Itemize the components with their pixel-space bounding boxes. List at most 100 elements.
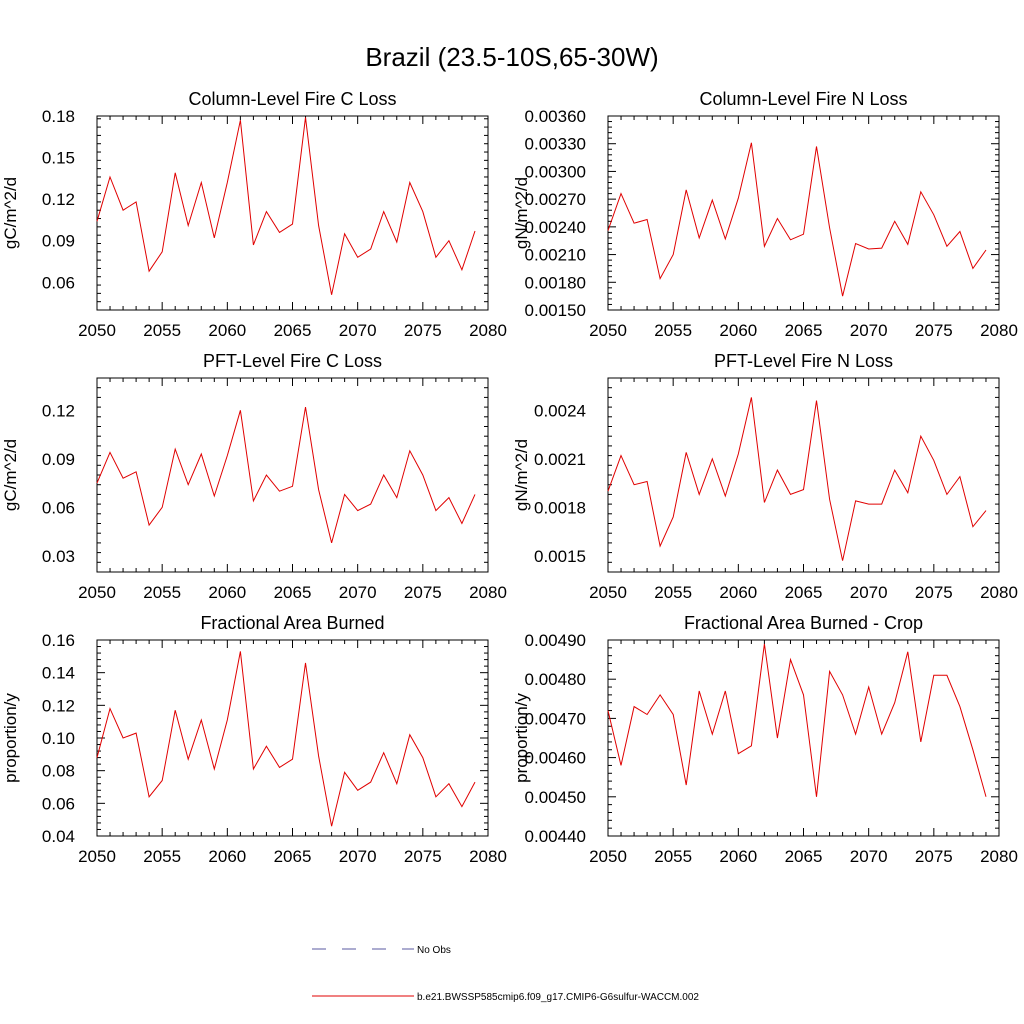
x-tick-label: 2060 — [719, 583, 757, 602]
x-tick-label: 2070 — [850, 583, 888, 602]
x-tick-label: 2050 — [78, 583, 116, 602]
y-tick-label: 0.00150 — [525, 301, 586, 320]
plot-frame — [607, 377, 1000, 573]
series-line — [607, 142, 987, 297]
y-tick-label: 0.15 — [42, 149, 75, 168]
panels: 2050 2055 2060 2065 2070 2075 2080 0.06 0.09 0.12… — [1, 89, 1018, 866]
y-tick-label: 0.03 — [42, 547, 75, 566]
y-axis-label: gC/m^2/d — [1, 439, 20, 511]
x-tick-label: 2065 — [274, 847, 312, 866]
y-tick-label: 0.04 — [42, 827, 75, 846]
x-tick-label: 2060 — [719, 321, 757, 340]
y-tick-label: 0.0018 — [534, 498, 586, 517]
x-tick-label: 2055 — [654, 321, 692, 340]
x-tick-label: 2065 — [274, 321, 312, 340]
panel-4: 2050 2055 2060 2065 2070 2075 2080 0.0015 0.0018… — [512, 351, 1018, 602]
panel-title: PFT-Level Fire N Loss — [714, 351, 893, 371]
y-tick-label: 0.00240 — [525, 218, 586, 237]
y-tick-label: 0.00460 — [525, 749, 586, 768]
x-tick-label: 2070 — [339, 847, 377, 866]
x-tick-label: 2050 — [589, 583, 627, 602]
x-tick-label: 2065 — [785, 847, 823, 866]
y-tick-label: 0.00440 — [525, 827, 586, 846]
x-tick-label: 2050 — [78, 321, 116, 340]
y-tick-label: 0.00330 — [525, 135, 586, 154]
x-tick-label: 2065 — [785, 583, 823, 602]
y-axis-label: gN/m^2/d — [512, 177, 531, 249]
y-tick-label: 0.00270 — [525, 190, 586, 209]
x-tick-label: 2075 — [915, 583, 953, 602]
y-tick-label: 0.0015 — [534, 547, 586, 566]
y-tick-label: 0.10 — [42, 729, 75, 748]
panel-title: Column-Level Fire N Loss — [699, 89, 907, 109]
x-tick-label: 2055 — [654, 583, 692, 602]
x-tick-label: 2055 — [143, 321, 181, 340]
x-tick-label: 2055 — [654, 847, 692, 866]
x-tick-label: 2070 — [339, 583, 377, 602]
x-tick-label: 2080 — [980, 583, 1018, 602]
y-axis-label: proportion/y — [512, 693, 531, 783]
x-tick-label: 2070 — [339, 321, 377, 340]
x-tick-label: 2070 — [850, 321, 888, 340]
y-tick-label: 0.18 — [42, 107, 75, 126]
y-tick-label: 0.06 — [42, 498, 75, 517]
legend: No Obs b.e21.BWSSP585cmip6.f09_g17.CMIP6… — [312, 945, 699, 1003]
x-tick-label: 2050 — [589, 847, 627, 866]
x-tick-label: 2055 — [143, 583, 181, 602]
y-tick-label: 0.09 — [42, 232, 75, 251]
series-line — [96, 117, 476, 295]
y-axis-label: gC/m^2/d — [1, 177, 20, 249]
plot-frame — [96, 115, 489, 311]
panel-title: Fractional Area Burned - Crop — [684, 613, 923, 633]
y-tick-label: 0.0024 — [534, 401, 586, 420]
x-tick-label: 2065 — [785, 321, 823, 340]
y-tick-label: 0.08 — [42, 762, 75, 781]
x-tick-label: 2075 — [404, 847, 442, 866]
y-tick-label: 0.00450 — [525, 788, 586, 807]
figure-title: Brazil (23.5-10S,65-30W) — [365, 42, 658, 72]
panel-3: 2050 2055 2060 2065 2070 2075 2080 0.03 0.06 0.09… — [1, 351, 507, 602]
x-tick-label: 2050 — [589, 321, 627, 340]
x-tick-label: 2080 — [469, 321, 507, 340]
x-tick-label: 2060 — [208, 321, 246, 340]
plot-frame — [96, 639, 489, 837]
y-tick-label: 0.09 — [42, 450, 75, 469]
x-tick-label: 2075 — [404, 321, 442, 340]
series-line — [607, 397, 987, 561]
series-line — [96, 407, 476, 544]
y-axis-label: gN/m^2/d — [512, 439, 531, 511]
panel-1: 2050 2055 2060 2065 2070 2075 2080 0.06 0.09 0.12… — [1, 89, 507, 340]
y-tick-label: 0.00470 — [525, 709, 586, 728]
y-axis-label: proportion/y — [1, 693, 20, 783]
x-tick-label: 2080 — [469, 583, 507, 602]
y-tick-label: 0.00210 — [525, 246, 586, 265]
y-tick-label: 0.06 — [42, 273, 75, 292]
plot-frame — [607, 639, 1000, 837]
x-tick-label: 2075 — [915, 321, 953, 340]
y-tick-label: 0.14 — [42, 664, 75, 683]
panel-2: 2050 2055 2060 2065 2070 2075 2080 0.00150 0.001… — [512, 89, 1018, 340]
x-tick-label: 2075 — [404, 583, 442, 602]
y-tick-label: 0.12 — [42, 696, 75, 715]
panel-title: Fractional Area Burned — [200, 613, 384, 633]
y-tick-label: 0.00360 — [525, 107, 586, 126]
legend-label-no-obs: No Obs — [417, 945, 451, 956]
legend-label-run: b.e21.BWSSP585cmip6.f09_g17.CMIP6-G6sulf… — [417, 992, 699, 1003]
panel-title: Column-Level Fire C Loss — [188, 89, 396, 109]
y-tick-label: 0.00180 — [525, 273, 586, 292]
series-line — [607, 643, 987, 797]
x-tick-label: 2055 — [143, 847, 181, 866]
y-tick-label: 0.16 — [42, 631, 75, 650]
x-tick-label: 2050 — [78, 847, 116, 866]
y-tick-label: 0.00300 — [525, 162, 586, 181]
x-tick-label: 2060 — [719, 847, 757, 866]
x-tick-label: 2060 — [208, 847, 246, 866]
y-tick-label: 0.12 — [42, 401, 75, 420]
y-tick-label: 0.00490 — [525, 631, 586, 650]
x-tick-label: 2070 — [850, 847, 888, 866]
panel-5: 2050 2055 2060 2065 2070 2075 2080 0.04 0.06 0.08… — [1, 613, 507, 866]
x-tick-label: 2080 — [469, 847, 507, 866]
x-tick-label: 2075 — [915, 847, 953, 866]
y-tick-label: 0.12 — [42, 190, 75, 209]
